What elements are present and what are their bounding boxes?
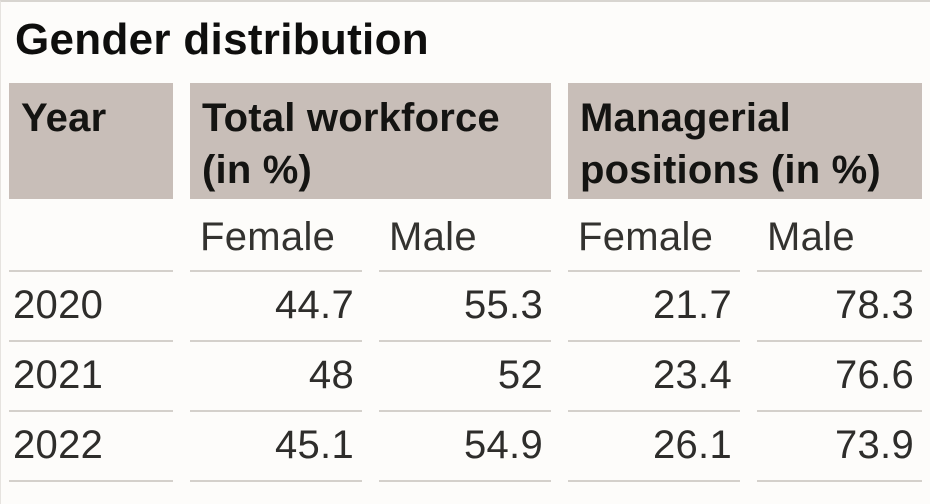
workforce-female-value: 45.1 xyxy=(190,412,362,482)
page-title: Gender distribution xyxy=(15,15,429,64)
subheader-year-spacer xyxy=(9,199,173,272)
managerial-male-value: 78.3 xyxy=(757,272,922,342)
workforce-female-value: 44.7 xyxy=(190,272,362,342)
subheader-workforce-male: Male xyxy=(379,199,551,272)
workforce-male-value: 55.3 xyxy=(379,272,551,342)
subheader-managerial-male: Male xyxy=(757,199,922,272)
subheader-managerial-female: Female xyxy=(568,199,740,272)
managerial-male-value: 73.9 xyxy=(757,412,922,482)
managerial-female-value: 21.7 xyxy=(568,272,740,342)
header-year: Year xyxy=(9,83,173,199)
workforce-male-value: 54.9 xyxy=(379,412,551,482)
workforce-male-value: 52 xyxy=(379,342,551,412)
subheader-workforce-female: Female xyxy=(190,199,362,272)
managerial-female-value: 26.1 xyxy=(568,412,740,482)
workforce-female-value: 48 xyxy=(190,342,362,412)
table-subheader-row: Female Male Female Male xyxy=(9,199,922,272)
table-row: 2021 48 52 23.4 76.6 xyxy=(9,342,922,412)
table-row: 2022 45.1 54.9 26.1 73.9 xyxy=(9,412,922,482)
year-cell: 2022 xyxy=(9,412,173,482)
year-cell: 2020 xyxy=(9,272,173,342)
year-cell: 2021 xyxy=(9,342,173,412)
managerial-male-value: 76.6 xyxy=(757,342,922,412)
table-header-row: Year Total workforce (in %) Managerial p… xyxy=(9,83,922,199)
header-total-workforce: Total workforce (in %) xyxy=(190,83,551,199)
header-managerial-positions: Managerial positions (in %) xyxy=(568,83,922,199)
managerial-female-value: 23.4 xyxy=(568,342,740,412)
table-row: 2020 44.7 55.3 21.7 78.3 xyxy=(9,272,922,342)
